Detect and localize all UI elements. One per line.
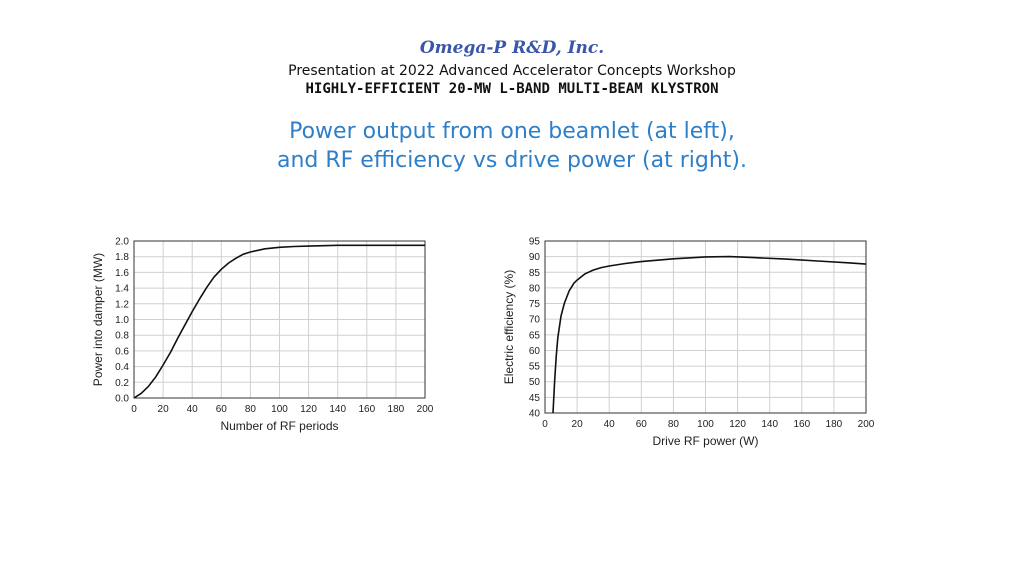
x-tick-label: 0 [542, 419, 548, 430]
y-tick-label: 0.4 [115, 362, 129, 373]
headline-line-2: and RF efficiency vs drive power (at rig… [276, 148, 747, 173]
x-tick-label: 80 [245, 404, 257, 415]
slide-headline: Power output from one beamlet (at left),… [0, 117, 1024, 175]
y-tick-label: 70 [529, 315, 541, 326]
x-tick-label: 160 [793, 419, 810, 430]
series-line [133, 244, 425, 399]
y-tick-label: 65 [529, 330, 541, 341]
project-title: HIGHLY-EFFICIENT 20-MW L-BAND MULTI-BEAM… [305, 81, 719, 97]
plot-frame [133, 240, 426, 399]
y-tick-label: 80 [529, 283, 541, 294]
x-tick-label: 40 [604, 419, 616, 430]
y-tick-label: 85 [529, 268, 541, 279]
y-tick-label: 0.2 [115, 378, 129, 389]
y-tick-label: 1.0 [115, 315, 129, 326]
x-tick-label: 100 [697, 419, 714, 430]
y-tick-label: 0.0 [115, 394, 129, 405]
y-tick-label: 40 [529, 409, 541, 420]
x-tick-label: 140 [329, 404, 346, 415]
y-tick-label: 0.8 [115, 331, 129, 342]
x-tick-label: 120 [729, 419, 746, 430]
y-tick-label: 2.0 [115, 237, 129, 248]
x-axis-label: Number of RF periods [220, 419, 338, 433]
y-tick-label: 60 [529, 346, 541, 357]
y-axis-label: Electric efficiency (%) [502, 270, 516, 384]
plot-frame [544, 240, 867, 414]
x-axis-label: Drive RF power (W) [652, 434, 758, 448]
presentation-subtitle: Presentation at 2022 Advanced Accelerato… [288, 63, 736, 79]
headline-line-1: Power output from one beamlet (at left), [289, 119, 735, 144]
y-tick-label: 90 [529, 252, 541, 263]
x-tick-label: 60 [216, 404, 228, 415]
y-tick-label: 1.6 [115, 268, 129, 279]
x-tick-label: 200 [858, 419, 875, 430]
y-tick-label: 0.6 [115, 346, 129, 357]
y-tick-label: 1.8 [115, 252, 129, 263]
y-tick-label: 50 [529, 377, 541, 388]
x-tick-label: 20 [158, 404, 170, 415]
x-tick-label: 80 [668, 419, 680, 430]
y-tick-label: 1.4 [115, 284, 129, 295]
x-tick-label: 100 [271, 404, 288, 415]
x-tick-label: 20 [572, 419, 584, 430]
x-tick-label: 60 [636, 419, 648, 430]
y-tick-label: 95 [529, 237, 541, 248]
company-name: Omega-P R&D, Inc. [419, 38, 605, 58]
y-tick-label: 1.2 [115, 299, 129, 310]
x-tick-label: 0 [131, 404, 137, 415]
y-tick-label: 45 [529, 393, 541, 404]
x-tick-label: 180 [826, 419, 843, 430]
y-axis-label: Power into damper (MW) [91, 253, 105, 386]
x-tick-label: 200 [417, 404, 434, 415]
x-tick-label: 120 [300, 404, 317, 415]
series-line [552, 255, 867, 414]
y-tick-label: 55 [529, 362, 541, 373]
x-tick-label: 140 [761, 419, 778, 430]
y-tick-label: 75 [529, 299, 541, 310]
x-tick-label: 180 [388, 404, 405, 415]
x-tick-label: 40 [187, 404, 199, 415]
x-tick-label: 160 [358, 404, 375, 415]
